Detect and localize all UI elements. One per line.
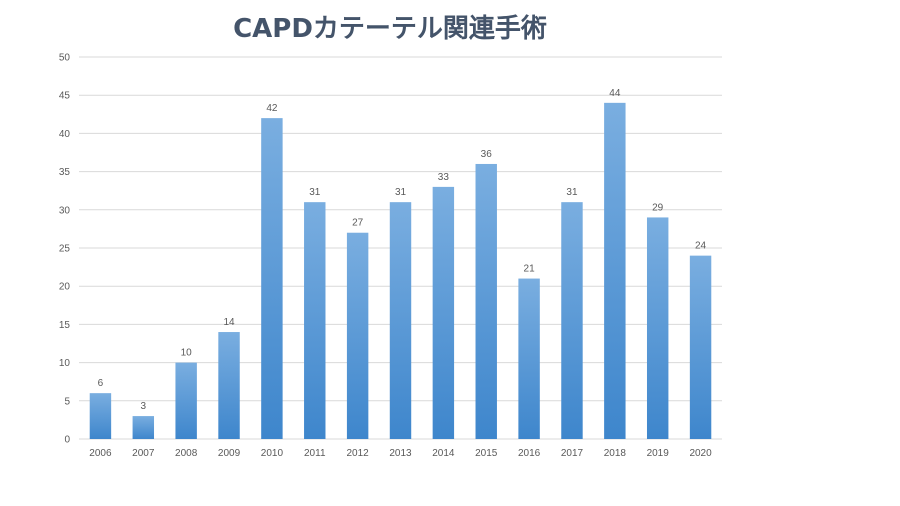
y-tick-label: 50 [59, 53, 71, 64]
x-tick-label-2014: 2014 [432, 448, 455, 459]
x-tick-label-2017: 2017 [561, 448, 584, 459]
data-labels: 6 3 10 14 42 31 27 31 33 36 21 31 44 29 24 [98, 88, 707, 412]
chart-title: CAPDカテーテル関連手術 [233, 14, 547, 44]
x-tick-label-2009: 2009 [218, 448, 241, 459]
bar-2008 [175, 362, 197, 439]
bar-2007 [132, 416, 155, 439]
bar-2010 [261, 118, 283, 440]
data-label-2011: 31 [309, 187, 321, 198]
bar-2009 [218, 332, 240, 439]
bar-2020 [689, 255, 712, 439]
bar-2011 [304, 202, 326, 439]
bar-2006 [89, 393, 112, 439]
data-label-2019: 29 [652, 202, 664, 213]
data-label-2014: 33 [438, 172, 450, 183]
x-tick-label-2015: 2015 [475, 448, 498, 459]
x-tick-label-2013: 2013 [389, 448, 412, 459]
y-tick-label: 20 [59, 282, 71, 293]
data-label-2008: 10 [181, 348, 193, 359]
x-tick-label-2012: 2012 [347, 448, 370, 459]
x-tick-label-2007: 2007 [132, 448, 155, 459]
data-label-2020: 24 [695, 241, 707, 252]
bar-2018 [604, 102, 626, 439]
data-label-2016: 21 [524, 264, 536, 275]
data-label-2010: 42 [266, 103, 278, 114]
data-label-2017: 31 [566, 187, 578, 198]
bar-2017 [561, 202, 583, 439]
x-tick-label-2018: 2018 [604, 448, 627, 459]
y-tick-label: 5 [64, 396, 70, 407]
y-tick-label: 15 [59, 320, 71, 331]
bar-2014 [432, 186, 455, 439]
y-tick-label: 35 [59, 167, 71, 178]
bar-2015 [475, 163, 497, 439]
data-label-2009: 14 [223, 317, 235, 328]
y-tick-label: 0 [64, 435, 70, 446]
data-label-2007: 3 [141, 401, 147, 412]
x-tick-label-2008: 2008 [175, 448, 198, 459]
y-tick-label: 40 [59, 129, 71, 140]
x-tick-label-2011: 2011 [304, 448, 326, 459]
data-label-2018: 44 [609, 88, 621, 99]
bar-2013 [389, 202, 412, 439]
y-tick-label: 45 [59, 91, 71, 102]
y-tick-label: 25 [59, 244, 71, 255]
data-label-2012: 27 [352, 218, 364, 229]
bar-2019 [646, 217, 669, 439]
bar-2016 [518, 278, 540, 439]
data-label-2006: 6 [98, 378, 104, 389]
data-label-2015: 36 [481, 149, 493, 160]
x-tick-label-2010: 2010 [261, 448, 284, 459]
y-tick-label: 10 [59, 358, 71, 369]
bar-2012 [346, 232, 369, 439]
y-axis-ticks: 0 5 10 15 20 25 30 35 40 45 50 [59, 53, 71, 446]
x-tick-label-2019: 2019 [647, 448, 670, 459]
x-axis-ticks: 2006 2007 2008 2009 2010 2011 2012 2013 2014 2015… [89, 448, 712, 459]
data-label-2013: 31 [395, 187, 407, 198]
x-tick-label-2016: 2016 [518, 448, 541, 459]
x-tick-label-2020: 2020 [689, 448, 712, 459]
x-tick-label-2006: 2006 [89, 448, 112, 459]
bars [89, 102, 712, 440]
y-tick-label: 30 [59, 205, 71, 216]
